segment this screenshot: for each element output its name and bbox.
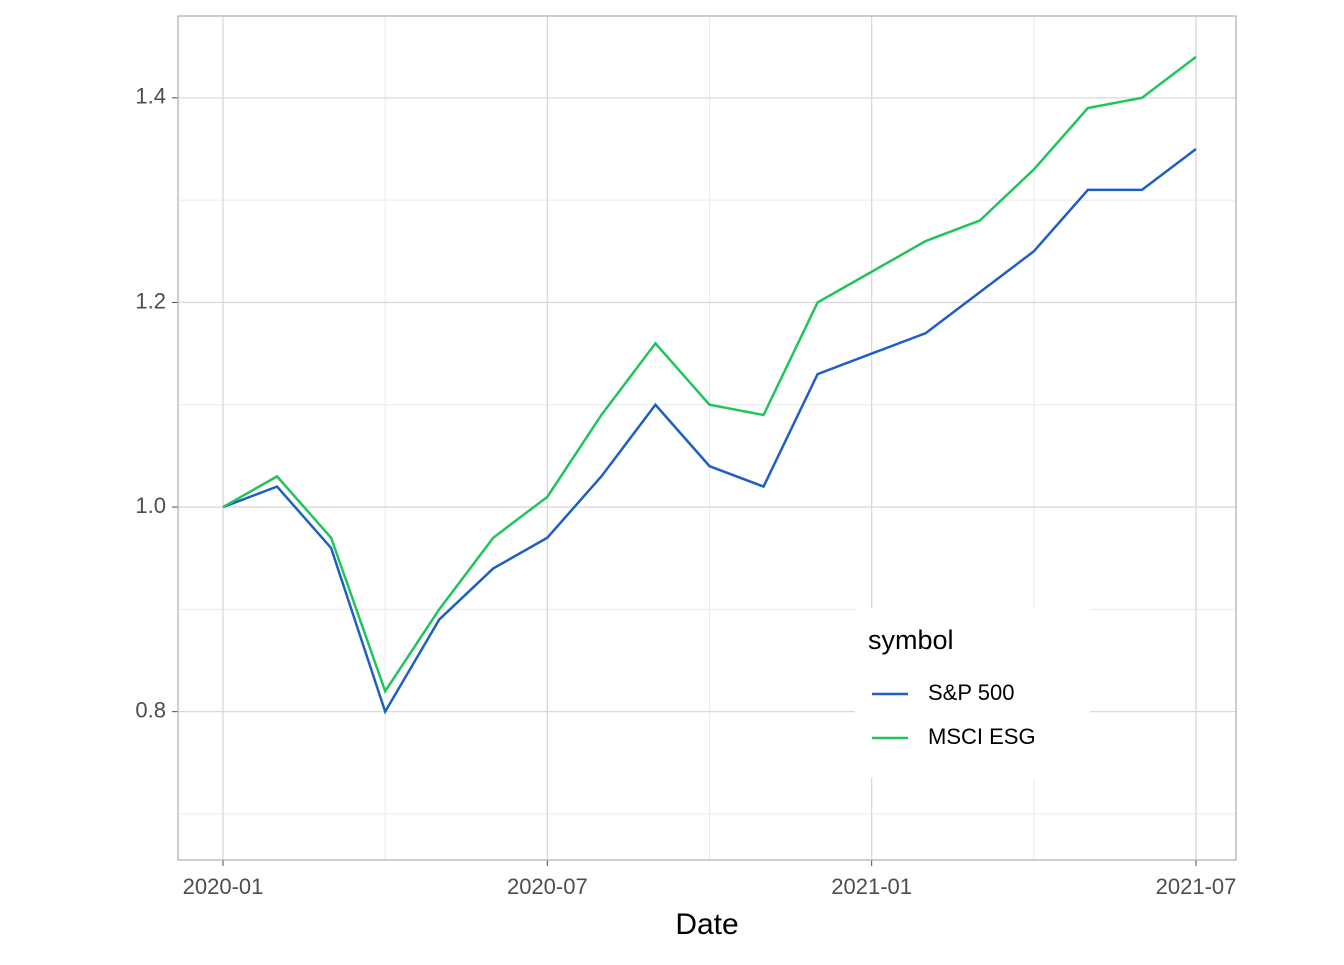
x-tick-label: 2020-07 xyxy=(507,874,588,899)
legend-title: symbol xyxy=(868,625,954,655)
legend-label: S&P 500 xyxy=(928,680,1014,705)
x-tick-label: 2021-01 xyxy=(831,874,912,899)
x-tick-label: 2021-07 xyxy=(1156,874,1237,899)
series-line xyxy=(222,147,1197,715)
y-tick-label: 1.4 xyxy=(135,84,166,109)
panel-border xyxy=(177,15,1237,861)
y-tick-label: 1.2 xyxy=(135,288,166,313)
legend-label: MSCI ESG xyxy=(928,724,1036,749)
y-tick-label: 0.8 xyxy=(135,697,166,722)
series-line xyxy=(222,55,1197,694)
x-axis-title: Date xyxy=(675,908,738,941)
x-tick-label: 2020-01 xyxy=(183,874,264,899)
y-tick-label: 1.0 xyxy=(135,493,166,518)
